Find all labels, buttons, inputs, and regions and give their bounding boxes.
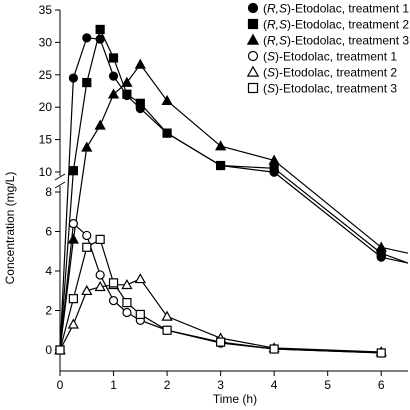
x-tick-label: 5 [324,378,331,392]
y-tick-label: 0 [45,343,52,357]
data-point-s-etodolac-treatment-3 [216,337,226,347]
data-point-r-s-etodolac-treatment-3 [121,76,133,87]
legend-entry-s-etodolac-treatment-1: (S)-Etodolac, treatment 1 [263,50,397,64]
data-point-s-etodolac-treatment-1 [122,307,132,318]
data-point-s-etodolac-treatment-2 [81,284,93,296]
y-tick-label: 30 [39,35,53,49]
data-point-r-s-etodolac-treatment-1 [82,33,92,43]
x-tick-label: 1 [110,378,117,392]
data-point-s-etodolac-treatment-2 [161,310,173,321]
data-point-r-s-etodolac-treatment-2 [108,53,119,63]
data-point-s-etodolac-treatment-3 [55,345,65,355]
data-point-s-etodolac-treatment-3 [269,344,279,354]
legend-marker [247,82,259,94]
data-point-r-s-etodolac-treatment-1 [108,71,119,81]
data-point-r-s-etodolac-treatment-3 [94,119,106,130]
y-tick-label: 35 [39,3,53,17]
data-point-s-etodolac-treatment-2 [67,318,80,329]
data-point-s-etodolac-treatment-2 [121,278,133,290]
x-tick-label: 3 [217,378,224,392]
data-point-s-etodolac-treatment-2 [94,280,106,292]
data-point-r-s-etodolac-treatment-2 [162,128,172,138]
data-point-r-s-etodolac-treatment-2 [122,89,132,99]
data-point-r-s-etodolac-treatment-1 [95,34,105,44]
legend-marker [246,65,260,77]
x-tick-label: 2 [164,378,171,392]
y-axis-break-mark [54,181,66,189]
data-point-r-s-etodolac-treatment-3 [81,141,93,152]
data-point-r-s-etodolac-treatment-3 [214,140,227,151]
x-axis-title: Time (h) [213,392,257,406]
series-markers [54,24,387,358]
data-point-s-etodolac-treatment-3 [82,242,92,252]
data-point-r-s-etodolac-treatment-2 [82,77,92,88]
data-point-s-etodolac-treatment-2 [134,273,146,284]
data-point-r-s-etodolac-treatment-3 [107,88,120,99]
data-point-s-etodolac-treatment-1 [82,230,92,241]
data-point-s-etodolac-treatment-3 [108,278,119,288]
legend-entry-r-s-etodolac-treatment-2: (R,S)-Etodolac, treatment 2 [263,18,409,32]
legend-entry-r-s-etodolac-treatment-1: (R,S)-Etodolac, treatment 1 [263,2,409,16]
data-point-s-etodolac-treatment-1 [95,270,105,280]
series-line-tail [381,246,409,254]
legend-marker [247,2,259,14]
y-tick-label: 4 [45,264,52,278]
legend-marker [247,50,259,62]
data-point-r-s-etodolac-treatment-3 [134,58,146,69]
data-point-r-s-etodolac-treatment-3 [268,154,280,165]
data-point-r-s-etodolac-treatment-3 [375,241,387,252]
y-tick-label: 10 [39,165,53,179]
data-point-r-s-etodolac-treatment-3 [161,94,173,106]
legend-marker [246,33,260,45]
series-line-r-s-etodolac-treatment-3 [59,63,382,351]
y-tick-label: 2 [45,304,52,318]
data-point-s-etodolac-treatment-3 [122,298,132,308]
data-point-s-etodolac-treatment-3 [376,348,386,358]
y-tick-label: 25 [39,68,53,82]
data-point-s-etodolac-treatment-3 [162,325,172,335]
x-tick-label: 4 [271,378,278,392]
legend-entry-s-etodolac-treatment-2: (S)-Etodolac, treatment 2 [263,66,397,80]
y-tick-label: 6 [45,225,52,239]
data-point-r-s-etodolac-treatment-1 [68,73,78,83]
y-tick-label: 20 [39,100,53,114]
data-point-r-s-etodolac-treatment-2 [216,160,226,171]
y-tick-label: 8 [45,185,52,199]
data-point-s-etodolac-treatment-3 [95,234,105,244]
data-point-r-s-etodolac-treatment-3 [67,233,80,244]
y-axis-break-mark [54,173,66,181]
y-axis-title: Concentration (mg/L) [3,172,17,285]
data-point-s-etodolac-treatment-3 [135,309,145,320]
data-point-r-s-etodolac-treatment-2 [135,98,145,108]
legend: (R,S)-Etodolac, treatment 1 (R,S)-Etodola… [246,2,409,96]
data-point-r-s-etodolac-treatment-2 [269,163,279,173]
x-tick-label: 6 [378,378,385,392]
data-point-r-s-etodolac-treatment-2 [68,166,78,176]
data-point-s-etodolac-treatment-1 [108,296,119,306]
x-tick-label: 0 [57,378,64,392]
legend-entry-r-s-etodolac-treatment-3: (R,S)-Etodolac, treatment 3 [263,34,409,48]
legend-entry-s-etodolac-treatment-3: (S)-Etodolac, treatment 3 [263,82,397,96]
axes: 10 15 20 25 30 35 0 2 4 6 8 0 1 2 3 4 5 6 [39,3,408,392]
y-tick-label: 15 [39,133,53,147]
data-point-s-etodolac-treatment-3 [68,294,78,304]
data-point-r-s-etodolac-treatment-2 [95,24,105,35]
legend-marker [247,18,259,30]
data-point-s-etodolac-treatment-1 [68,219,78,229]
